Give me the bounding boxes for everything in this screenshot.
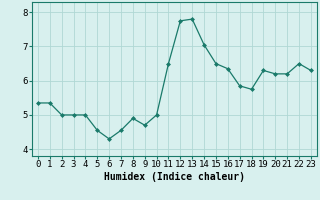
X-axis label: Humidex (Indice chaleur): Humidex (Indice chaleur) xyxy=(104,172,245,182)
